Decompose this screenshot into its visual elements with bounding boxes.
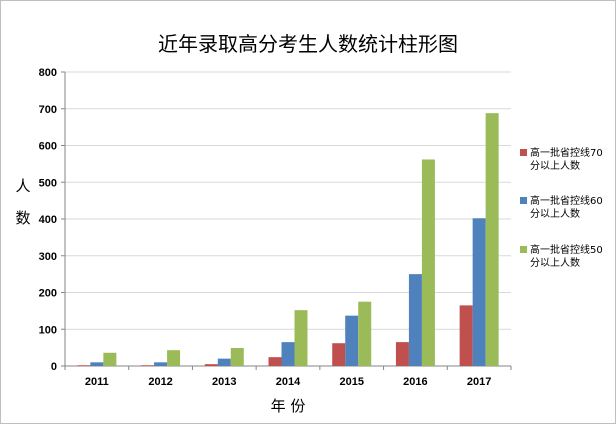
bar-2017-series-2 — [472, 218, 486, 366]
legend-swatch-series-3 — [520, 246, 527, 253]
x-axis-ticks: 2011 2012 2013 2014 2015 2016 2017 — [64, 366, 512, 388]
y-tick-label: 200 — [39, 288, 57, 300]
y-tick-label: 700 — [39, 104, 57, 116]
legend-label-series-1: 高一批省控线70 — [530, 146, 603, 159]
x-tick-label: 2016 — [403, 376, 427, 388]
y-tick-label: 300 — [39, 251, 57, 263]
y-tick-label: 0 — [51, 361, 57, 373]
bar-2017-series-3 — [485, 113, 499, 366]
bar-2012-series-3 — [167, 350, 181, 366]
grid-lines — [65, 71, 511, 330]
bar-2014-series-2 — [281, 342, 295, 366]
bar-2011-series-2 — [90, 362, 104, 366]
y-tick-label: 600 — [39, 141, 57, 153]
legend-swatch-series-2 — [520, 197, 527, 204]
x-axis-label: 年 份 — [271, 397, 306, 415]
bar-2016-series-1 — [395, 342, 409, 366]
chart-title: 近年录取高分考生人数统计柱形图 — [158, 32, 458, 56]
bar-2014-series-3 — [294, 310, 308, 366]
bar-2013-series-3 — [230, 347, 244, 366]
bar-2011-series-3 — [103, 352, 117, 366]
y-axis-label-char-1: 人 — [15, 177, 30, 195]
bar-2011-series-1 — [77, 365, 91, 366]
y-tick-label: 100 — [39, 324, 57, 336]
legend-label-series-2: 分以上人数 — [530, 207, 580, 220]
x-tick-label: 2012 — [148, 376, 172, 388]
legend-swatch-series-1 — [520, 149, 527, 156]
bar-2012-series-2 — [154, 362, 168, 366]
x-tick-label: 2015 — [339, 376, 363, 388]
x-tick-label: 2014 — [276, 376, 301, 388]
y-axis-label-char-2: 数 — [15, 209, 30, 227]
bar-2015-series-3 — [358, 301, 372, 366]
bar-2014-series-1 — [268, 357, 282, 366]
y-axis-ticks: 0 100 200 300 400 500 600 700 800 — [39, 67, 65, 373]
legend-label-series-3: 分以上人数 — [530, 256, 580, 269]
bar-2016-series-2 — [408, 274, 422, 366]
legend-label-series-3: 高一批省控线50 — [530, 243, 603, 256]
y-tick-label: 800 — [39, 67, 57, 79]
x-tick-label: 2013 — [212, 376, 236, 388]
x-tick-label: 2011 — [85, 376, 109, 388]
bar-2017-series-1 — [459, 305, 473, 366]
y-tick-label: 400 — [39, 214, 57, 226]
y-tick-label: 500 — [39, 177, 57, 189]
bar-2012-series-1 — [141, 365, 155, 366]
legend-label-series-1: 分以上人数 — [530, 159, 580, 172]
legend-label-series-2: 高一批省控线60 — [530, 194, 603, 207]
bar-2013-series-1 — [204, 364, 218, 366]
bar-2013-series-2 — [217, 358, 231, 366]
bar-2016-series-3 — [421, 159, 435, 366]
bar-2015-series-1 — [332, 343, 346, 366]
x-tick-label: 2017 — [467, 376, 491, 388]
bar-2015-series-2 — [345, 315, 359, 366]
bars — [77, 113, 499, 366]
